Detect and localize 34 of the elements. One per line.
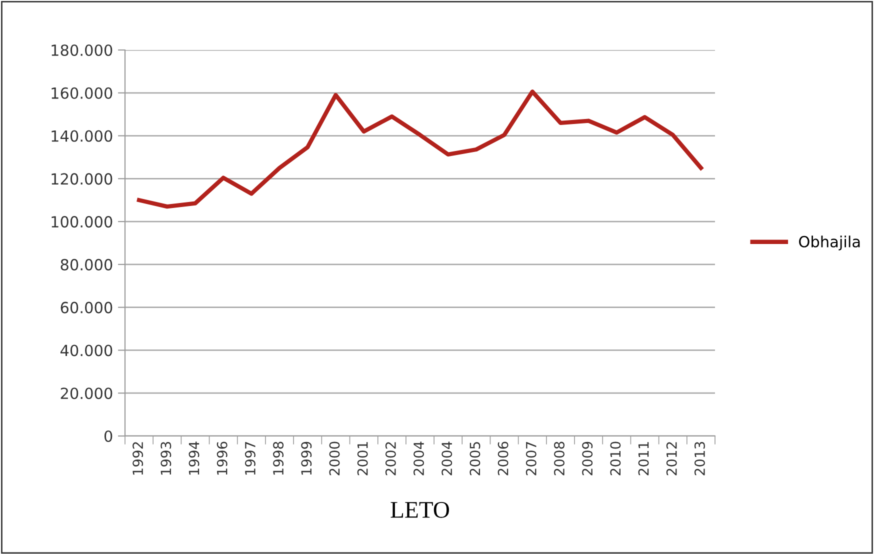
x-tick-label: 2002 <box>385 442 396 476</box>
y-tick-label: 160.000 <box>52 87 112 99</box>
x-tick-label: 1998 <box>273 442 284 475</box>
x-tick-label: 1999 <box>301 442 312 475</box>
y-tick-label: 180.000 <box>52 44 112 56</box>
x-tick-label: 2007 <box>526 442 536 476</box>
x-tick-label: 1997 <box>244 442 256 475</box>
y-tick-label: 140.000 <box>52 130 112 142</box>
x-axis-title: LETO <box>390 502 449 518</box>
legend-label: Obhajila <box>799 236 860 250</box>
x-tick-label: 2001 <box>357 442 368 476</box>
x-tick-label: 1994 <box>188 442 200 475</box>
y-tick-label: 20.000 <box>60 388 112 400</box>
x-tick-label: 2010 <box>610 442 621 476</box>
y-tick-label: 0 <box>104 430 112 442</box>
line-series <box>136 90 704 209</box>
y-tick-label: 120.000 <box>52 173 112 185</box>
y-tick-label: 60.000 <box>60 302 112 314</box>
x-tick-label: 2011 <box>638 442 649 476</box>
x-tick-label: 1992 <box>132 442 144 475</box>
x-tick-label: 1996 <box>216 442 228 475</box>
x-tick-label: 2013 <box>694 442 705 476</box>
y-tick-label: 100.000 <box>52 216 112 228</box>
x-tick-label: 2006 <box>498 442 508 476</box>
y-tick-label: 40.000 <box>60 344 112 356</box>
x-tick-label: 2008 <box>554 442 565 476</box>
x-tick-label: 2012 <box>666 442 677 476</box>
x-tick-label: 2004 <box>414 442 424 476</box>
y-tick-label: 80.000 <box>60 258 112 270</box>
x-tick-label: 2009 <box>582 442 593 476</box>
x-tick-label: 1993 <box>160 442 172 475</box>
x-tick-label: 2000 <box>329 442 340 476</box>
x-tick-label: 2004 <box>442 442 452 476</box>
x-tick-label: 2005 <box>470 442 480 476</box>
